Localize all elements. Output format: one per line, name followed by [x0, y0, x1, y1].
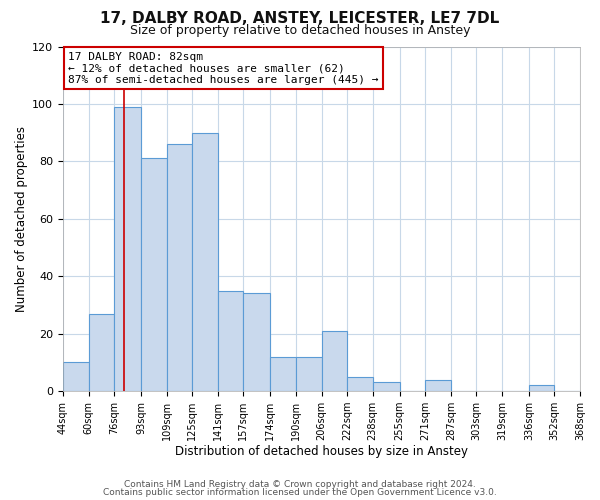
Bar	[529, 386, 554, 391]
Bar	[322, 331, 347, 391]
Bar	[63, 362, 89, 391]
Bar	[141, 158, 167, 391]
Bar	[192, 132, 218, 391]
Bar	[271, 356, 296, 391]
Bar	[114, 107, 141, 391]
Bar	[373, 382, 400, 391]
Bar	[218, 290, 244, 391]
Bar	[167, 144, 192, 391]
Bar	[244, 294, 271, 391]
Bar	[347, 377, 373, 391]
Text: 17 DALBY ROAD: 82sqm
← 12% of detached houses are smaller (62)
87% of semi-detac: 17 DALBY ROAD: 82sqm ← 12% of detached h…	[68, 52, 379, 85]
Bar	[296, 356, 322, 391]
Bar	[425, 380, 451, 391]
X-axis label: Distribution of detached houses by size in Anstey: Distribution of detached houses by size …	[175, 444, 468, 458]
Text: Contains HM Land Registry data © Crown copyright and database right 2024.: Contains HM Land Registry data © Crown c…	[124, 480, 476, 489]
Y-axis label: Number of detached properties: Number of detached properties	[15, 126, 28, 312]
Text: Contains public sector information licensed under the Open Government Licence v3: Contains public sector information licen…	[103, 488, 497, 497]
Text: 17, DALBY ROAD, ANSTEY, LEICESTER, LE7 7DL: 17, DALBY ROAD, ANSTEY, LEICESTER, LE7 7…	[100, 11, 500, 26]
Text: Size of property relative to detached houses in Anstey: Size of property relative to detached ho…	[130, 24, 470, 37]
Bar	[89, 314, 114, 391]
